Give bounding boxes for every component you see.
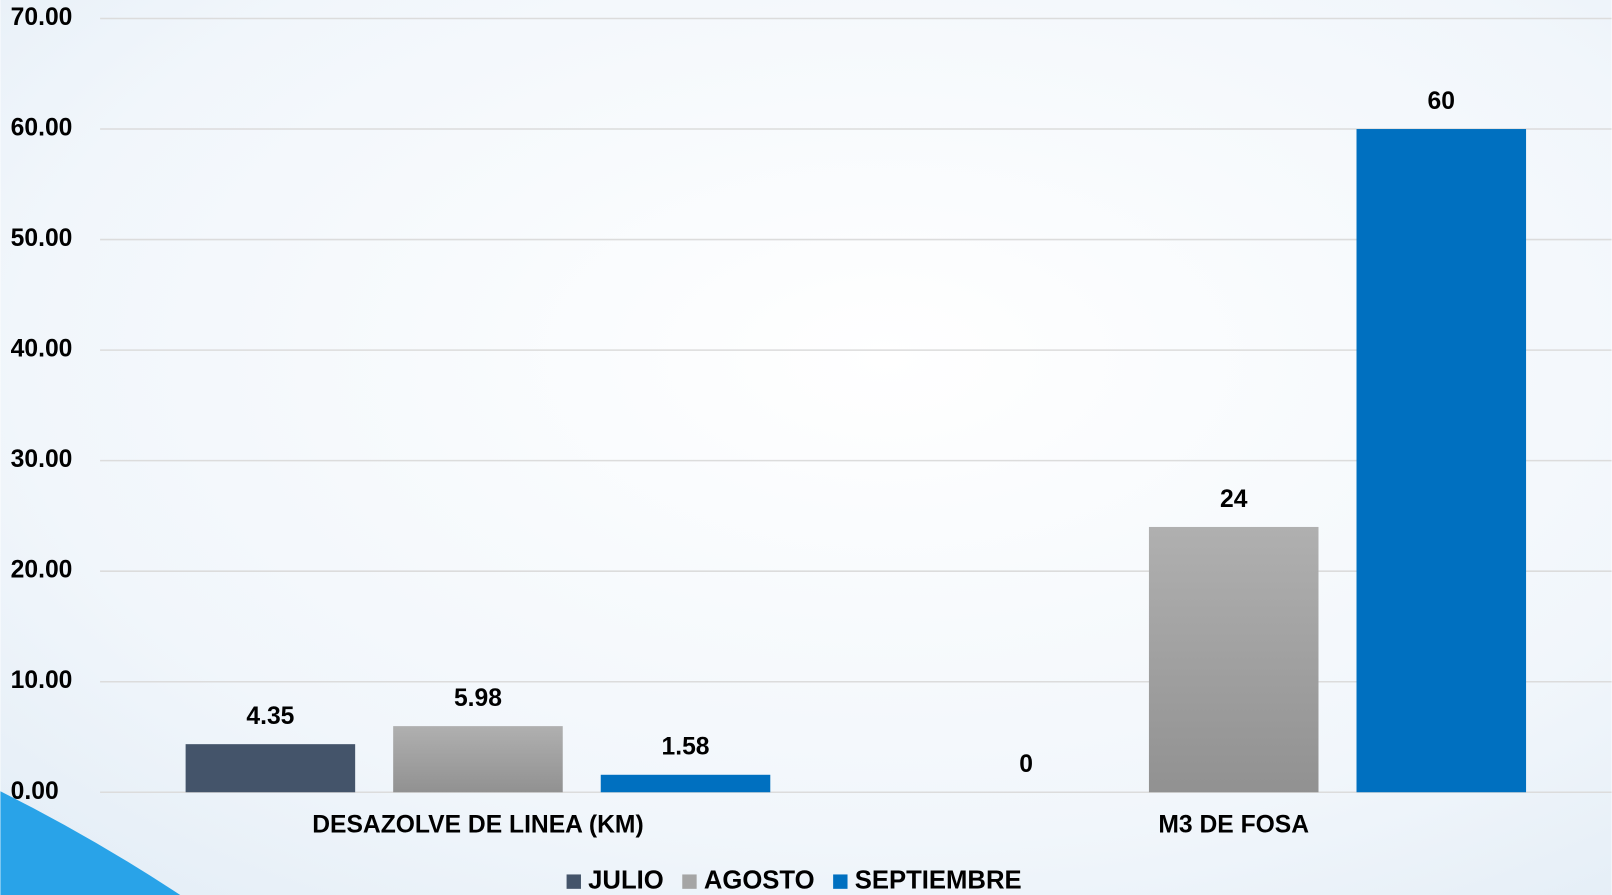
legend-swatch — [682, 874, 697, 889]
legend-label: AGOSTO — [704, 866, 815, 894]
data-label: 4.35 — [246, 703, 294, 730]
data-label: 1.58 — [662, 734, 710, 761]
y-tick-label: 40.00 — [11, 336, 73, 363]
y-tick-label: 10.00 — [11, 667, 73, 694]
data-label: 5.98 — [454, 685, 502, 712]
bar — [1356, 129, 1527, 793]
legend-label: SEPTIEMBRE — [855, 866, 1022, 894]
y-tick-label: 0.00 — [11, 778, 59, 805]
legend-swatch — [833, 874, 848, 889]
y-tick-label: 70.00 — [11, 4, 73, 31]
y-tick-label: 60.00 — [11, 115, 73, 142]
data-label: 60 — [1428, 88, 1455, 115]
y-tick-label: 30.00 — [11, 446, 73, 473]
legend-swatch — [566, 874, 581, 889]
corner-decoration — [0, 791, 181, 895]
bar — [185, 744, 356, 793]
data-label: 0 — [1019, 751, 1033, 778]
legend-label: JULIO — [588, 866, 664, 894]
y-tick-label: 50.00 — [11, 225, 73, 252]
x-tick-label: DESAZOLVE DE LINEA (KM) — [312, 812, 643, 839]
bar — [600, 774, 771, 793]
bar-shade — [393, 726, 563, 793]
bar-shade — [1148, 526, 1319, 793]
data-label: 24 — [1220, 486, 1248, 513]
x-tick-label: M3 DE FOSA — [1158, 812, 1309, 839]
y-tick-label: 20.00 — [11, 557, 73, 584]
